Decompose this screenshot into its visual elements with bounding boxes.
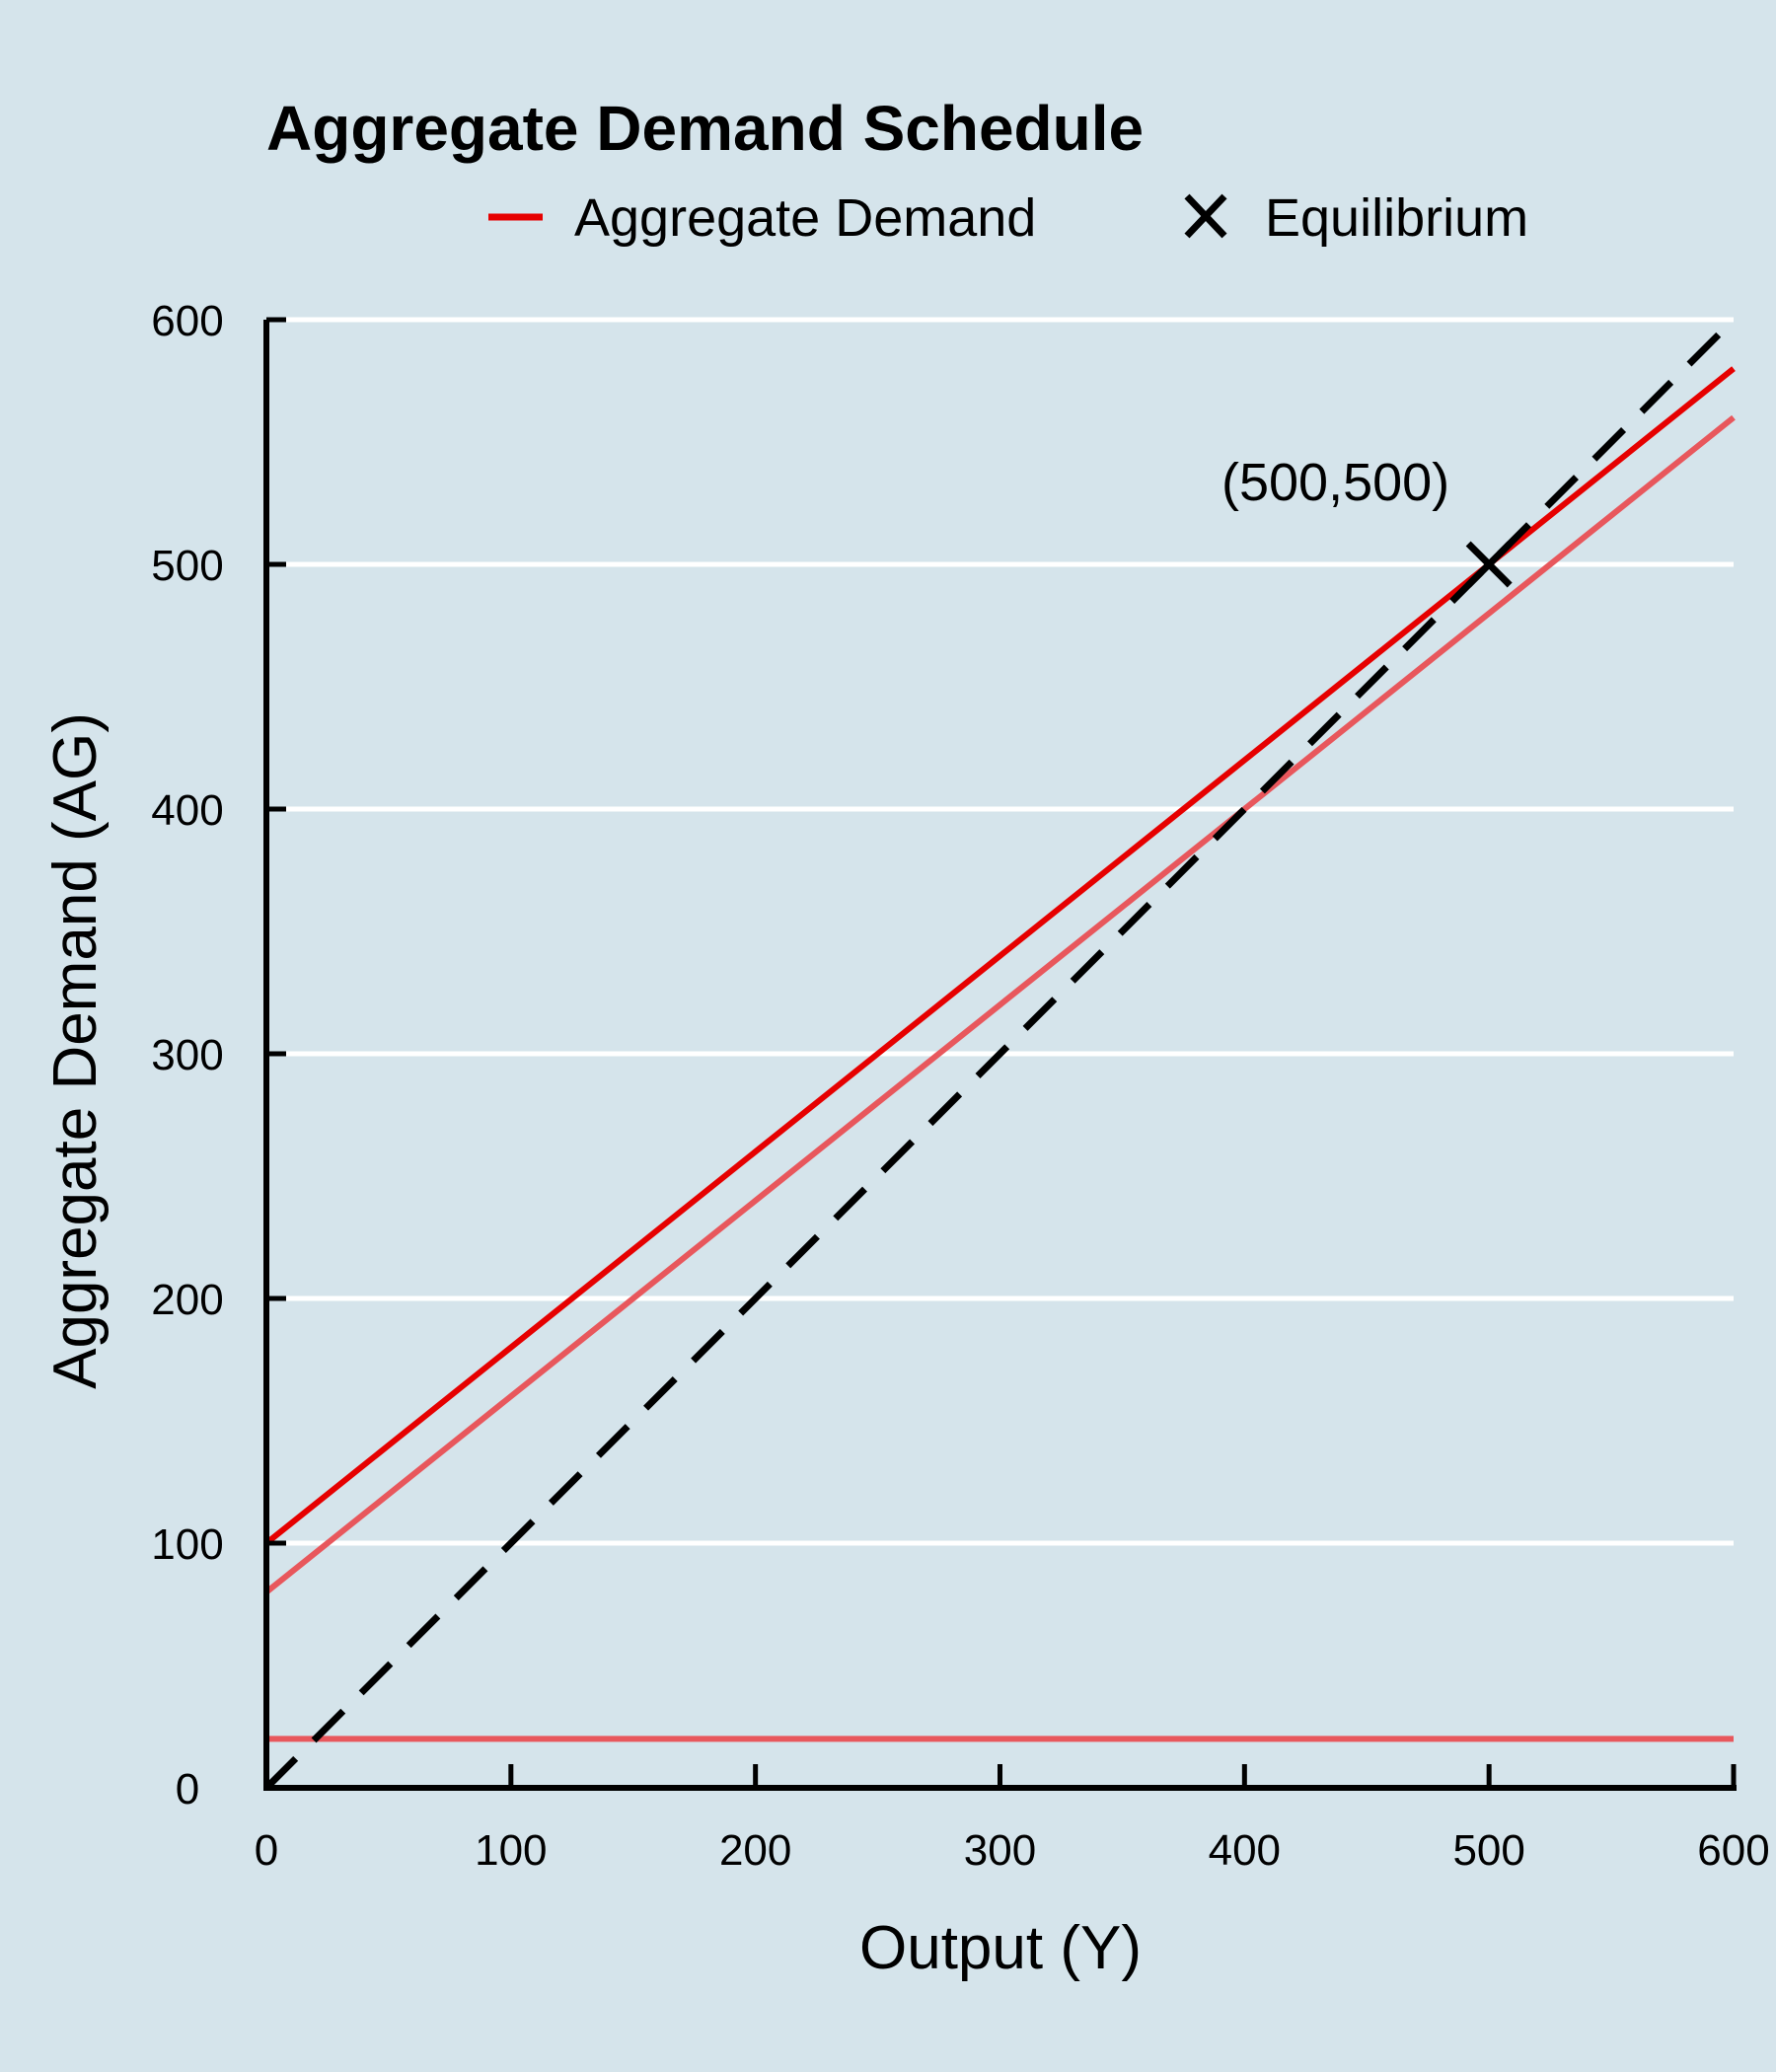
x-tick-label-600: 600 [1697, 1826, 1769, 1875]
y-tick-label-400: 400 [151, 786, 223, 835]
axis-ticks: 0 100 200 300 400 500 600 0 100 200 300 400 500 600 [151, 297, 1769, 1875]
y-tick-label-0: 0 [176, 1765, 199, 1813]
legend-aggregate-demand-label: Aggregate Demand [574, 188, 1036, 248]
x-axis-label: Output (Y) [859, 1914, 1142, 1982]
equilibrium-marker [1465, 541, 1513, 588]
x-tick-label-100: 100 [475, 1826, 547, 1875]
y-tick-label-500: 500 [151, 542, 223, 590]
chart-title: Aggregate Demand Schedule [266, 93, 1144, 164]
series-line-3 [263, 317, 1737, 1791]
legend: Aggregate Demand Equilibrium [488, 188, 1528, 248]
y-tick-label-300: 300 [151, 1031, 223, 1079]
x-tick-label-0: 0 [255, 1826, 278, 1875]
x-tick-label-300: 300 [964, 1826, 1036, 1875]
y-tick-label-200: 200 [151, 1276, 223, 1324]
y-axis-label: Aggregate Demand (AG) [41, 712, 110, 1389]
y-tick-label-600: 600 [151, 297, 223, 345]
x-tick-label-200: 200 [719, 1826, 791, 1875]
equilibrium-marker-stroke-b [1465, 541, 1513, 588]
series-line-1 [264, 414, 1736, 1594]
x-tick-label-400: 400 [1209, 1826, 1281, 1875]
y-tick-label-100: 100 [151, 1520, 223, 1569]
equilibrium-annotation: (500,500) [1221, 453, 1449, 512]
x-tick-label-500: 500 [1452, 1826, 1524, 1875]
legend-equilibrium-label: Equilibrium [1265, 188, 1528, 248]
point-markers: (500,500) [1221, 453, 1513, 588]
legend-equilibrium-marker [1184, 193, 1227, 239]
